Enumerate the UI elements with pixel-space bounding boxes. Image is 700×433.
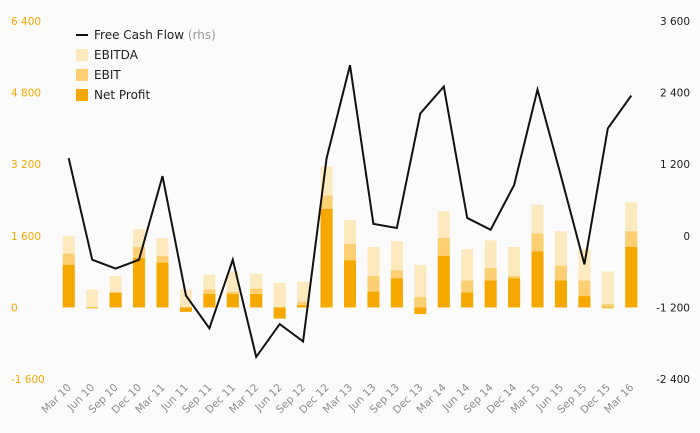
bar-ebitda (601, 271, 614, 308)
bars-group (62, 166, 638, 319)
bar-net-profit (578, 296, 591, 308)
bar-net-profit (554, 280, 567, 308)
legend-label-free-cash-flow: Free Cash Flow (rhs) (94, 28, 216, 42)
bar-ebitda (179, 289, 192, 308)
right-tick-label: 0 (683, 231, 690, 243)
legend-swatch-net-profit (76, 89, 88, 101)
left-tick-label: 4 800 (11, 88, 41, 100)
bar-net-profit (344, 260, 356, 308)
left-tick-label: -1 600 (11, 374, 45, 386)
left-axis: -1 600 0 1 600 3 200 4 800 6 400 (11, 16, 45, 386)
bar-net-profit (156, 262, 169, 308)
right-tick-label: -2 400 (656, 374, 690, 386)
legend-suffix-rhs: (rhs) (188, 28, 216, 42)
left-tick-label: 3 200 (11, 159, 41, 171)
bar-net-profit (414, 307, 427, 315)
bar-net-profit (531, 251, 544, 308)
bar-net-profit (367, 291, 380, 308)
bar-net-profit (179, 307, 192, 312)
bar-ebitda (273, 282, 286, 308)
bar-ebitda (86, 289, 99, 308)
right-tick-label: 2 400 (660, 88, 690, 100)
bar-ebit (297, 301, 310, 308)
bar-net-profit (109, 292, 122, 308)
bar-net-profit (601, 307, 614, 309)
bar-net-profit (297, 305, 310, 308)
bar-net-profit (390, 278, 403, 308)
bar-ebit (601, 304, 614, 308)
right-tick-label: 3 600 (660, 16, 690, 28)
right-axis: -2 400 -1 200 0 1 200 2 400 3 600 (656, 16, 690, 386)
legend-swatch-ebitda (76, 49, 88, 61)
legend: Free Cash Flow (rhs) EBITDA EBIT Net Profit (76, 28, 216, 102)
bar-ebitda (414, 264, 427, 308)
bar-net-profit (250, 293, 263, 308)
bar-net-profit (484, 280, 497, 308)
bar-net-profit (86, 307, 99, 309)
bar-net-profit (203, 293, 216, 308)
bar-net-profit (625, 246, 638, 308)
bar-net-profit (62, 264, 75, 308)
left-tick-label: 0 (11, 302, 18, 314)
right-tick-label: 1 200 (660, 159, 690, 171)
line-layer (67, 64, 633, 360)
bar-net-profit (508, 278, 521, 308)
legend-label-ebitda: EBITDA (94, 48, 139, 62)
left-tick-label: 6 400 (11, 16, 41, 28)
legend-swatch-ebit (76, 69, 88, 81)
legend-label-net-profit: Net Profit (94, 88, 150, 102)
left-tick-label: 1 600 (11, 231, 41, 243)
bar-net-profit (437, 255, 450, 308)
bar-ebit (414, 297, 427, 308)
bar-net-profit (273, 307, 286, 319)
bar-net-profit (133, 258, 146, 308)
bar-net-profit (461, 292, 474, 308)
bar-net-profit (320, 208, 333, 308)
bar-net-profit (226, 293, 239, 308)
right-tick-label: -1 200 (656, 302, 690, 314)
line-free-cash-flow (67, 64, 633, 360)
legend-label-ebit: EBIT (94, 68, 121, 82)
bar-ebitda (297, 281, 310, 308)
